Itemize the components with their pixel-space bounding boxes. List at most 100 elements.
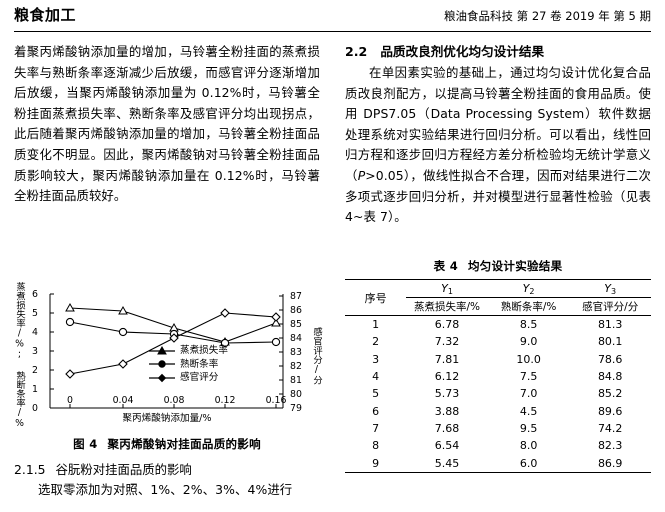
x-tick-016: 0.16	[265, 395, 287, 406]
cell-y3: 80.1	[597, 335, 623, 349]
y-right-tick-86: 86	[290, 305, 302, 316]
cell-y3: 81.3	[597, 318, 623, 332]
table-head: 序号 Y1 Y2 Y3 蒸煮损失率/% 熟断条率/% 感官评分/分	[345, 279, 651, 316]
cell-y3: 86.9	[597, 456, 623, 470]
cell-y3: 78.6	[597, 352, 623, 366]
running-head: 粮食加工 粮油食品科技 第 27 卷 2019 年 第 5 期	[14, 4, 651, 34]
cell-seq: 1	[372, 318, 380, 332]
chart-legend: 蒸煮损失率 熟断条率 感官评分	[149, 344, 228, 385]
header-y1-symbol: Y	[441, 281, 448, 295]
legend-item-0: 蒸煮损失率	[149, 344, 228, 358]
cell-y3: 82.3	[597, 439, 623, 453]
right-column: 2.2 品质改良剂优化均匀设计结果 在单因素实验的基础上，通过均匀设计优化复合品质…	[345, 42, 651, 228]
header-y2-symbol: Y	[522, 281, 530, 295]
cell-y1: 5.73	[434, 387, 460, 401]
cell-seq: 6	[372, 404, 380, 418]
x-tick-012: 0.12	[214, 395, 236, 406]
figure-number: 图 4	[73, 437, 98, 451]
y-left-tick-3: 3	[32, 346, 38, 357]
x-tick-0: 0	[67, 395, 73, 406]
cell-y1: 7.81	[434, 352, 460, 366]
section-number: 2.2	[345, 44, 368, 59]
cell-seq: 4	[372, 370, 380, 384]
y-right-tick-83: 83	[290, 347, 302, 358]
cell-seq: 5	[372, 387, 380, 401]
header-divider	[14, 31, 651, 32]
uniform-design-results-table: 序号 Y1 Y2 Y3 蒸煮损失率/% 熟断条率/% 感官评分/分 1 6.78 8…	[345, 279, 651, 473]
header-y1-sub: 1	[447, 286, 453, 296]
header-y2-name: 熟断条率/%	[500, 301, 557, 313]
figure-title: 聚丙烯酸钠对挂面品质的影响	[107, 437, 261, 451]
table-row: 1 6.78 8.5 81.3	[345, 316, 651, 334]
table-number: 表 4	[433, 259, 458, 273]
y-right-tick-84: 84	[290, 333, 302, 344]
table-row: 9 5.45 6.0 86.9	[345, 454, 651, 473]
cell-y2: 7.5	[519, 370, 538, 384]
header-y3: Y3	[569, 279, 651, 298]
y-left-tick-6: 6	[32, 289, 38, 300]
header-y3-symbol: Y	[604, 281, 612, 295]
header-y1-name: 蒸煮损失率/%	[413, 301, 480, 313]
cell-seq: 2	[372, 335, 380, 349]
subsection-number: 2.1.5	[14, 462, 46, 477]
cell-y1: 7.32	[434, 335, 460, 349]
section-heading-22: 2.2 品质改良剂优化均匀设计结果	[345, 42, 651, 62]
legend-label-1: 熟断条率	[180, 358, 219, 370]
legend-item-1: 熟断条率	[149, 358, 228, 372]
cell-y2: 6.0	[519, 456, 538, 470]
y-axis-left-label: 蒸煮损失率/%; 熟断条率/%	[14, 281, 25, 429]
figure-4: 蒸煮损失率/%; 熟断条率/% 感官评分/分 0 1 2 3 4 5 6 79 …	[14, 281, 322, 452]
figure-canvas: 蒸煮损失率/%; 熟断条率/% 感官评分/分 0 1 2 3 4 5 6 79 …	[14, 281, 322, 429]
legend-marker-diamond-icon	[149, 373, 175, 382]
legend-item-2: 感官评分	[149, 371, 228, 385]
cell-y1: 3.88	[434, 404, 460, 418]
legend-marker-circle-icon	[149, 360, 175, 368]
y-right-tick-87: 87	[290, 291, 302, 302]
running-head-section: 粮食加工	[14, 6, 77, 24]
table-row: 2 7.32 9.0 80.1	[345, 333, 651, 350]
left-column-bottom: 2.1.5 谷朊粉对挂面品质的影响 选取零添加为对照、1%、2%、3%、4%进行	[14, 460, 320, 501]
cell-seq: 3	[372, 352, 380, 366]
header-y2: Y2	[487, 279, 570, 298]
cell-seq: 9	[372, 456, 380, 470]
legend-label-0: 蒸煮损失率	[180, 345, 228, 356]
paragraph-continuation: 着聚丙烯酸钠添加量的增加，马铃薯全粉挂面的蒸煮损失率与熟断条率逐渐减少后放缓，而…	[14, 44, 320, 204]
table-row: 8 6.54 8.0 82.3	[345, 437, 651, 454]
table-row: 6 3.88 4.5 89.6	[345, 402, 651, 419]
paragraph-part-1: 在单因素实验的基础上，通过均匀设计优化复合品质改良剂配方，以提高马铃薯全粉挂面的…	[345, 65, 651, 183]
cell-y2: 9.5	[519, 421, 538, 435]
p-value-symbol: P	[357, 167, 366, 183]
table-4-wrapper: 表 4 均匀设计实验结果 序号 Y1 Y2 Y3 蒸煮损失率/% 熟断条率/% 感…	[345, 258, 651, 473]
y-right-tick-79: 79	[290, 403, 302, 414]
cell-seq: 8	[372, 439, 380, 453]
cell-y2: 7.0	[519, 387, 538, 401]
header-y2-sub: 2	[529, 286, 535, 296]
cell-y3: 84.8	[597, 370, 623, 384]
figure-caption: 图 4 聚丙烯酸钠对挂面品质的影响	[14, 436, 320, 452]
running-head-journal: 粮油食品科技 第 27 卷 2019 年 第 5 期	[444, 9, 651, 23]
x-tick-008: 0.08	[163, 395, 185, 406]
cell-y2: 9.0	[519, 335, 538, 349]
y-right-tick-85: 85	[290, 319, 302, 330]
cell-y2: 8.5	[519, 318, 538, 332]
x-tick-004: 0.04	[112, 395, 134, 406]
cell-y3: 89.6	[597, 404, 623, 418]
header-y1: Y1	[406, 279, 488, 298]
header-y3-name: 感官评分/分	[582, 301, 639, 313]
legend-label-2: 感官评分	[180, 372, 219, 383]
table-caption: 表 4 均匀设计实验结果	[345, 258, 651, 274]
section-paragraph: 在单因素实验的基础上，通过均匀设计优化复合品质改良剂配方，以提高马铃薯全粉挂面的…	[345, 63, 651, 228]
cell-y1: 6.54	[434, 439, 460, 453]
cell-y3: 85.2	[597, 387, 623, 401]
y-axis-right-label: 感官评分/分	[311, 327, 322, 385]
legend-marker-triangle-icon	[149, 345, 175, 355]
cell-y2: 10.0	[516, 352, 541, 366]
y-right-tick-82: 82	[290, 361, 302, 372]
subsection-title: 谷朊粉对挂面品质的影响	[55, 462, 192, 477]
table-row: 4 6.12 7.5 84.8	[345, 368, 651, 385]
cell-y2: 4.5	[519, 404, 538, 418]
table-row: 5 5.73 7.0 85.2	[345, 385, 651, 402]
paragraph-part-2: >0.05），做线性拟合不合理，因而对结果进行二次多项式逐步回归分析，并对模型进…	[345, 167, 651, 225]
y-left-tick-5: 5	[32, 308, 38, 319]
